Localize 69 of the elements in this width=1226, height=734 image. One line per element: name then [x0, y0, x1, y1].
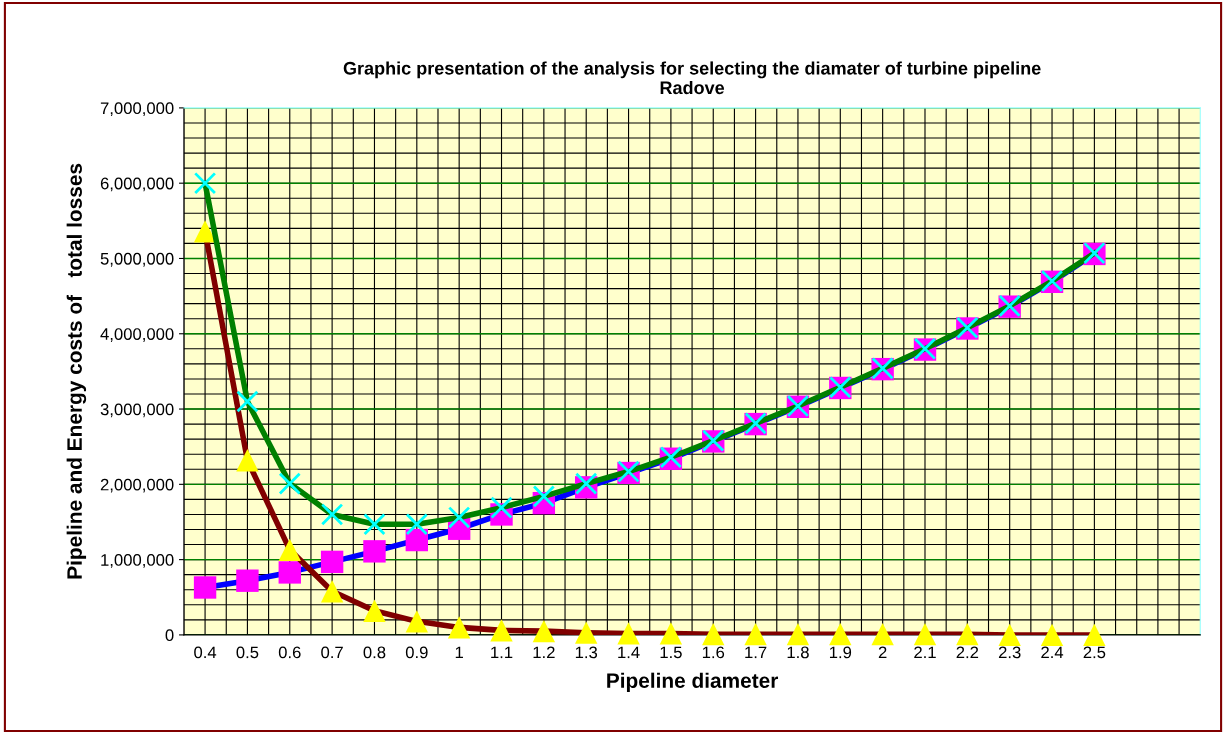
point	[278, 561, 301, 584]
point	[278, 538, 301, 562]
point	[575, 621, 598, 644]
point	[1083, 623, 1106, 647]
x-tick-label: 0.9	[405, 646, 428, 659]
x-tick-label: 1.4	[618, 646, 640, 659]
x-tick-label: 0.8	[363, 646, 386, 659]
point	[320, 580, 344, 603]
point	[744, 622, 767, 646]
point	[193, 220, 217, 243]
y-tick-label: 0	[165, 629, 174, 642]
x-tick-label: 2.3	[998, 646, 1021, 659]
point	[278, 472, 301, 495]
point	[236, 449, 259, 472]
x-tick-label: 1.6	[702, 646, 725, 659]
point	[490, 619, 513, 642]
point	[1040, 623, 1064, 647]
point	[193, 576, 217, 599]
x-tick-label: 1.1	[491, 646, 513, 659]
point	[320, 550, 344, 574]
point	[702, 622, 725, 646]
point	[532, 485, 556, 508]
point	[829, 622, 852, 646]
point	[913, 622, 937, 646]
point	[871, 622, 894, 646]
point	[447, 616, 471, 639]
y-axis-title: Pipeline and Energy costs of total losses	[66, 163, 87, 579]
point	[956, 622, 979, 646]
y-tick-label: 3,000,000	[100, 403, 174, 418]
x-tick-label: 1	[455, 646, 463, 659]
point	[236, 390, 259, 413]
y-tick-label: 5,000,000	[100, 252, 174, 267]
x-tick-label: 1.2	[533, 646, 555, 659]
point	[998, 623, 1021, 647]
x-tick-label: 2.5	[1083, 646, 1106, 659]
x-tick-label: 1.3	[575, 646, 598, 659]
point	[320, 503, 344, 526]
x-axis-title: Pipeline diameter	[607, 672, 779, 693]
point	[193, 171, 217, 195]
x-tick-label: 2.1	[914, 646, 936, 659]
point	[405, 513, 429, 536]
x-tick-label: 0.7	[321, 646, 343, 659]
x-tick-label: 1.7	[745, 646, 767, 659]
x-tick-label: 0.5	[236, 646, 259, 659]
point	[363, 513, 386, 536]
point	[617, 622, 640, 645]
y-tick-label: 6,000,000	[100, 177, 174, 192]
point	[236, 569, 259, 592]
chart-title: Graphic presentation of the analysis for selecting the diamater of turbine pipeline Radove	[343, 61, 1041, 95]
point	[490, 496, 513, 519]
point	[363, 599, 386, 623]
point	[447, 506, 471, 529]
point	[532, 619, 556, 643]
y-tick-label: 4,000,000	[100, 328, 174, 342]
x-tick-label: 1.9	[829, 646, 852, 659]
x-tick-label: 2.4	[1041, 646, 1064, 659]
x-tick-label: 2	[878, 646, 887, 659]
x-tick-label: 0.6	[278, 646, 301, 659]
x-tick-label: 2.2	[956, 646, 979, 659]
point	[786, 622, 810, 646]
x-tick-label: 1.8	[787, 646, 809, 659]
x-tick-label: 1.5	[660, 646, 682, 659]
point	[405, 610, 429, 633]
y-tick-label: 7,000,000	[100, 102, 174, 117]
y-tick-label: 1,000,000	[101, 554, 174, 568]
point	[659, 622, 683, 645]
x-tick-label: 0.4	[194, 646, 217, 659]
y-tick-label: 2,000,000	[100, 478, 174, 493]
point	[363, 540, 386, 563]
